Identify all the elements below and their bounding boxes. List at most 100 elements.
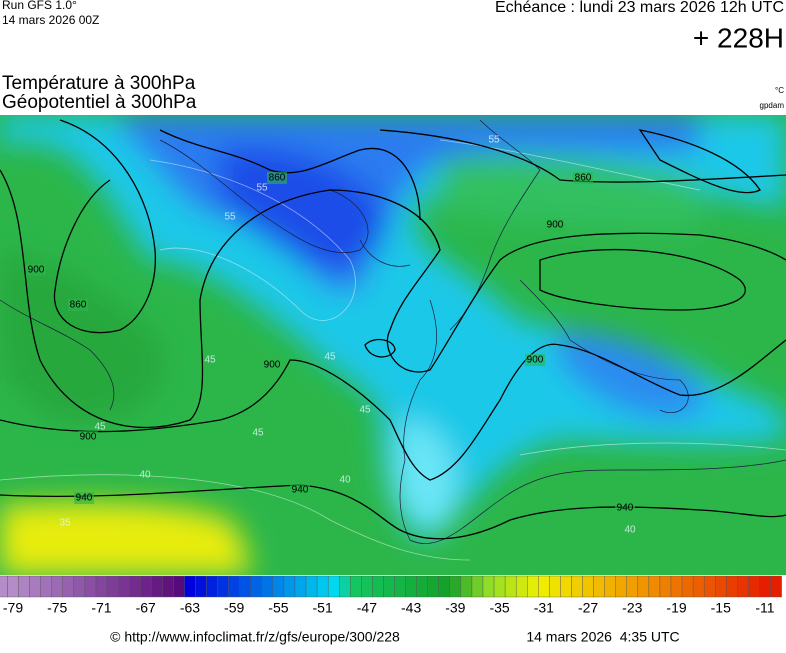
colorbar-swatch — [460, 575, 473, 598]
colorbar-swatch — [151, 575, 163, 598]
colorbar-swatch — [626, 575, 639, 598]
colorbar-tick-label: -31 — [534, 600, 554, 616]
colorbar-swatch — [438, 575, 451, 598]
temperature-unit: °C — [775, 86, 784, 95]
colorbar-swatch — [305, 575, 318, 598]
map: 860 900 860 900 900 900 900 860 940 940 940 55 55 55 4… — [0, 115, 786, 575]
colorbar-tick-label: -19 — [666, 600, 686, 616]
temperature-label: 45 — [252, 428, 264, 439]
colorbar-swatch — [162, 575, 174, 598]
colorbar-swatch — [737, 575, 749, 598]
colorbar-swatch — [593, 575, 605, 598]
contour-labels: 860 900 860 900 900 900 900 860 940 940 940 55 55 55 4… — [26, 135, 636, 536]
colorbar-swatch — [648, 575, 661, 598]
geopotential-unit: gpdam — [760, 101, 785, 110]
colorbar-swatch — [659, 575, 672, 598]
geopotential-label: 940 — [617, 503, 634, 514]
colorbar-swatch — [759, 575, 771, 598]
colorbar-swatch — [184, 575, 196, 598]
colorbar-swatch — [560, 575, 572, 598]
colorbar-swatch — [361, 575, 373, 598]
colorbar-swatch — [770, 575, 782, 598]
colorbar-swatch — [637, 575, 650, 598]
colorbar-swatch — [316, 575, 329, 598]
contour-label-bg — [74, 492, 94, 504]
colorbar-swatch — [62, 575, 75, 598]
isotherms — [0, 139, 786, 561]
colorbar-swatch — [250, 575, 263, 598]
colorbar-tick-label: -63 — [180, 600, 200, 616]
colorbar-swatch — [549, 575, 561, 598]
colorbar-tick-label: -71 — [91, 600, 111, 616]
colorbar-swatch — [217, 575, 229, 598]
colorbar-swatch — [493, 575, 506, 598]
temperature-label: 45 — [204, 355, 216, 366]
colorbar-swatch — [538, 575, 550, 598]
colorbar-tick-label: -23 — [622, 600, 642, 616]
colorbar-swatch — [471, 575, 484, 598]
contour-label-bg — [290, 484, 310, 496]
colorbar-swatch — [383, 575, 395, 598]
colorbar-swatch — [7, 575, 19, 598]
temperature-field — [0, 115, 786, 575]
temperature-label: 45 — [94, 422, 106, 433]
colorbar-tick-label: -59 — [224, 600, 244, 616]
colorbar-swatch — [51, 575, 63, 598]
colorbar-swatch — [703, 575, 716, 598]
source-url[interactable]: © http://www.infoclimat.fr/z/gfs/europe/… — [110, 629, 400, 645]
temperature-label: 55 — [256, 183, 268, 194]
colorbar-swatch — [726, 575, 738, 598]
colorbar-swatch — [427, 575, 439, 598]
colorbar-swatch — [261, 575, 274, 598]
colorbar-swatch — [394, 575, 406, 598]
run-label: Run GFS 1.0° — [2, 0, 77, 12]
colorbar-tick-label: -51 — [313, 600, 333, 616]
colorbar-swatch — [416, 575, 428, 598]
contour-label-bg — [78, 431, 98, 443]
run-date: 14 mars 2026 00Z — [2, 13, 99, 27]
temperature-label: 55 — [224, 212, 236, 223]
colorbar-swatch — [40, 575, 52, 598]
contour-label-bg — [615, 502, 635, 514]
temperature-label: 45 — [359, 405, 371, 416]
colorbar-swatch — [582, 575, 594, 598]
colorbar-tick-label: -79 — [3, 600, 23, 616]
temperature-label: 35 — [59, 518, 71, 529]
geopotential-label: 940 — [76, 493, 93, 504]
temperature-label: 40 — [624, 525, 636, 536]
colorbar-swatch — [692, 575, 705, 598]
colorbar-swatch — [195, 575, 207, 598]
colorbar-swatch — [571, 575, 583, 598]
colorbar-swatch — [372, 575, 384, 598]
geopotential-label: 900 — [527, 355, 544, 366]
colorbar-swatch — [670, 575, 683, 598]
colorbar-tick-label: -39 — [445, 600, 465, 616]
colorbar-tick-label: -47 — [357, 600, 377, 616]
colorbar-tick-label: -55 — [268, 600, 288, 616]
colorbar-swatch — [405, 575, 417, 598]
geopotential-label: 900 — [80, 432, 97, 443]
temperature-label: 45 — [324, 352, 336, 363]
colorbar-swatch — [615, 575, 627, 598]
colorbar-tick-label: -43 — [401, 600, 421, 616]
colorbar-swatch — [350, 575, 362, 598]
colorbar-swatch — [18, 575, 30, 598]
colorbar-tick-label: -27 — [578, 600, 598, 616]
contour-label-bg — [26, 264, 46, 276]
colorbar-swatch — [73, 575, 86, 598]
temperature-label: 55 — [488, 135, 500, 146]
colorbar-swatch — [339, 575, 351, 598]
colorbar-swatch — [84, 575, 97, 598]
colorbar-swatch — [139, 575, 152, 598]
colorbar-swatch — [715, 575, 727, 598]
colorbar-tick-label: -75 — [47, 600, 67, 616]
geopotential-label: 860 — [70, 300, 87, 311]
colorbar-swatch — [29, 575, 41, 598]
contour-label-bg — [545, 219, 565, 231]
lead-time: + 228H — [693, 22, 784, 53]
colorbar-tick-label: -15 — [711, 600, 731, 616]
geopotential-label: 900 — [28, 265, 45, 276]
colorbar-swatch — [95, 575, 108, 598]
colorbar-swatch — [604, 575, 616, 598]
